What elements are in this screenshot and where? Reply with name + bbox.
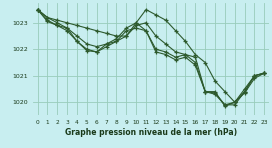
- X-axis label: Graphe pression niveau de la mer (hPa): Graphe pression niveau de la mer (hPa): [65, 128, 237, 137]
